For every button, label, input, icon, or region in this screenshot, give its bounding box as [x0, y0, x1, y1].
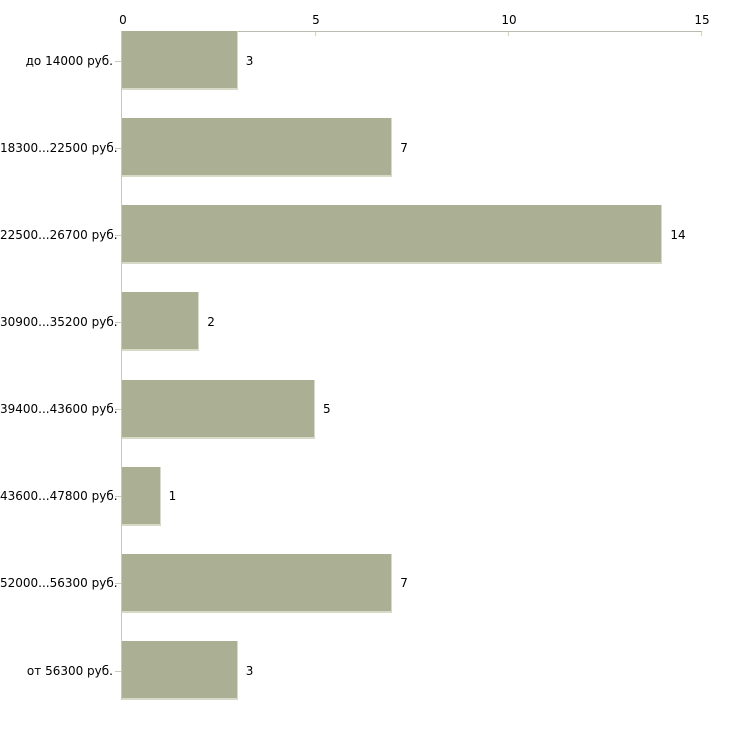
- x-axis-tick-label: 15: [694, 13, 710, 27]
- bar: [122, 466, 161, 526]
- x-axis-line: [122, 31, 702, 32]
- bar: [122, 118, 393, 178]
- bar-value-label: 1: [168, 489, 177, 504]
- category-label: 52000...56300 руб.: [0, 576, 118, 591]
- category-label: от 56300 руб.: [26, 663, 113, 678]
- bar-value-label: 3: [245, 663, 254, 678]
- category-tick-mark: [115, 671, 121, 672]
- bar-value-label: 5: [323, 402, 331, 417]
- x-axis-tick-mark: [315, 32, 316, 36]
- bar-value-label: 7: [400, 576, 408, 591]
- bar-value-label: 14: [670, 227, 686, 242]
- category-tick-mark: [115, 496, 121, 497]
- bar: [122, 205, 663, 265]
- bar: [122, 292, 200, 352]
- category-tick-mark: [115, 583, 121, 584]
- category-label: 30900...35200 руб.: [0, 314, 118, 329]
- category-tick-mark: [115, 235, 121, 236]
- x-axis-tick-mark: [701, 32, 702, 36]
- x-axis-tick-label: 10: [501, 13, 517, 27]
- x-axis-tick-mark: [508, 32, 509, 36]
- bar-value-label: 2: [207, 314, 215, 329]
- category-label: 18300...22500 руб.: [0, 140, 118, 155]
- category-tick-mark: [115, 148, 121, 149]
- bar: [122, 553, 393, 613]
- category-label: 43600...47800 руб.: [0, 489, 118, 504]
- x-axis-tick-label: 5: [312, 13, 320, 27]
- category-label: 22500...26700 руб.: [0, 227, 118, 242]
- bar: [122, 641, 238, 700]
- category-tick-mark: [115, 61, 121, 62]
- bar: [122, 379, 315, 439]
- category-label: до 14000 руб.: [25, 53, 113, 68]
- bar-value-label: 3: [245, 53, 254, 68]
- bar: [122, 31, 238, 90]
- x-axis-tick-label: 0: [119, 13, 127, 27]
- category-label: 39400...43600 руб.: [0, 402, 118, 417]
- category-tick-mark: [115, 409, 121, 410]
- y-axis-line: [121, 31, 122, 700]
- bar-value-label: 7: [400, 140, 408, 155]
- category-tick-mark: [115, 322, 121, 323]
